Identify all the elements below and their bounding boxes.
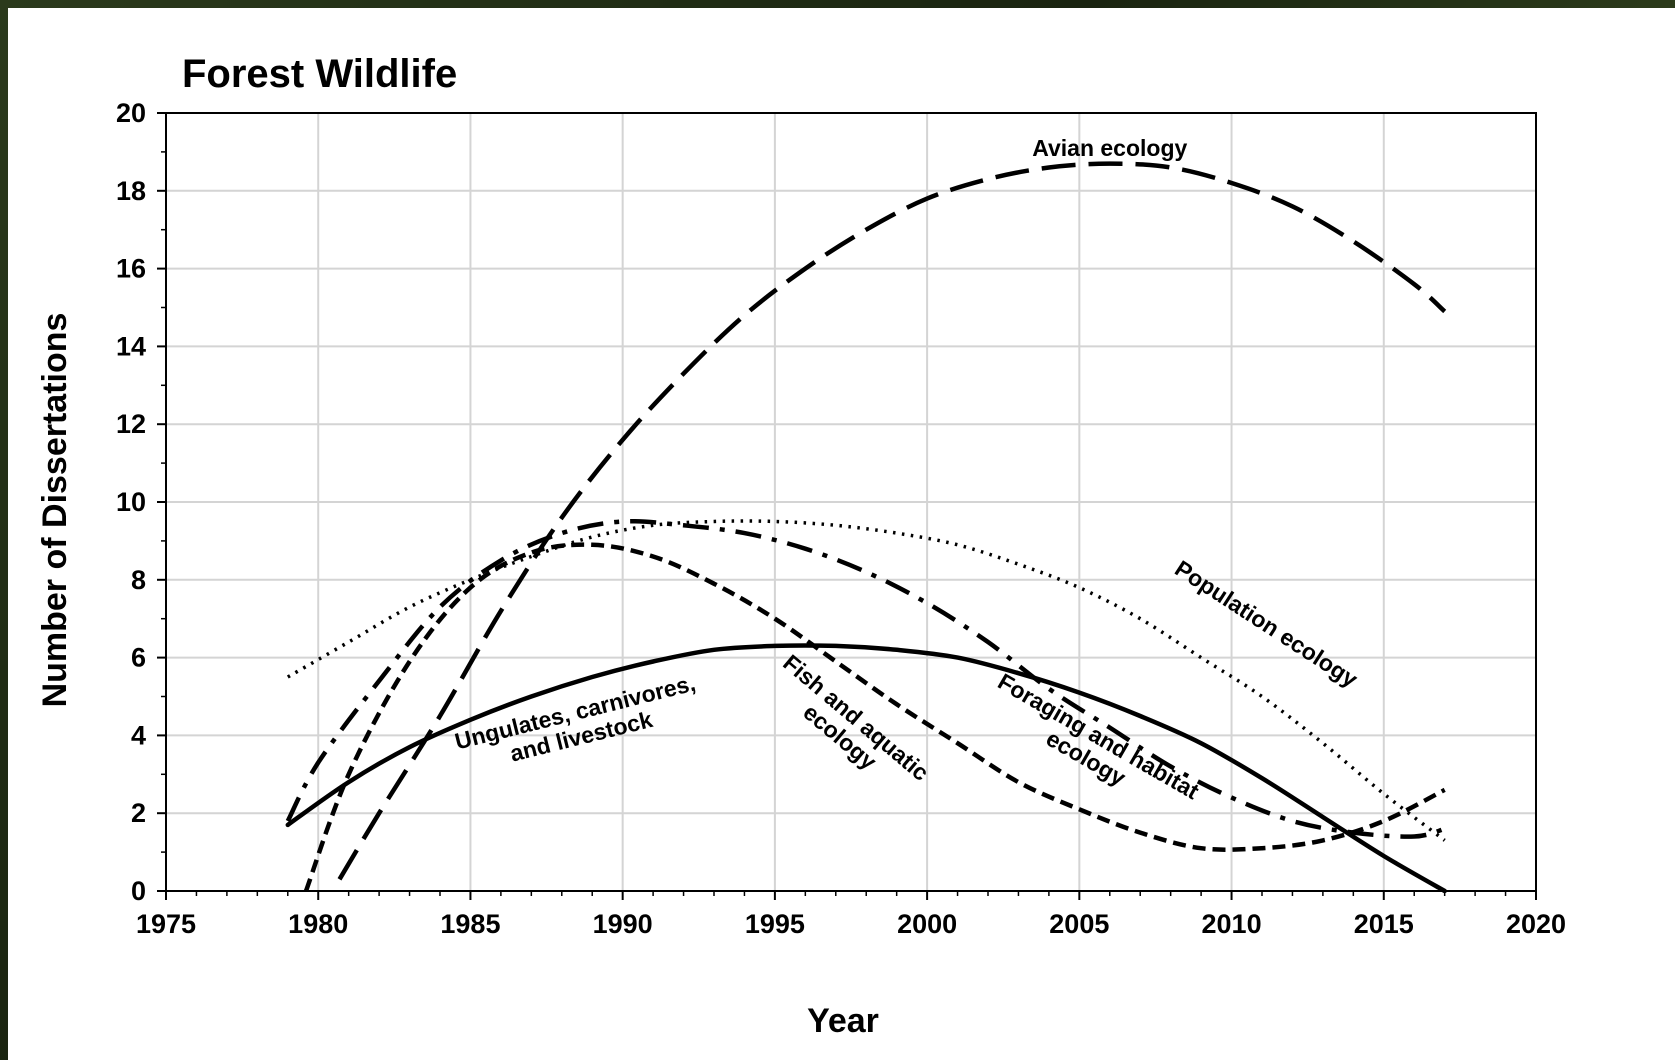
y-tick-label: 8: [131, 565, 146, 595]
y-tick-label: 20: [116, 98, 146, 128]
series-lines: [285, 161, 1447, 894]
x-tick-label: 1985: [440, 909, 500, 939]
series-annotation: Ungulates, carnivores,and livestock: [452, 670, 704, 779]
grid-lines: [166, 113, 1536, 891]
x-tick-label: 2015: [1354, 909, 1414, 939]
axis-ticks: 1975 1980 1985 1990 1995 2000 2005 2010 2015 2020…: [116, 98, 1566, 939]
y-tick-label: 12: [116, 409, 146, 439]
chart-title: Forest Wildlife: [182, 52, 457, 96]
x-axis-title: Year: [807, 1002, 879, 1040]
series-line-fish-and-aquatic-ecology: [303, 542, 1446, 892]
series-annotation: Population ecology: [1170, 555, 1362, 692]
x-tick-label: 2020: [1506, 909, 1566, 939]
y-tick-label: 16: [116, 254, 146, 284]
y-tick-label: 0: [131, 876, 146, 906]
annotation-line: Population ecology: [1170, 555, 1362, 692]
y-tick-label: 18: [116, 176, 146, 206]
annotation-line: Avian ecology: [1032, 135, 1187, 161]
series-line-avian-ecology: [337, 161, 1447, 881]
series-annotation: Foraging and habitatecology: [981, 668, 1204, 826]
y-tick-label: 14: [116, 331, 146, 361]
series-annotation: Avian ecology: [1032, 135, 1187, 161]
x-tick-label: 2005: [1049, 909, 1109, 939]
y-tick-label: 10: [116, 487, 146, 517]
x-tick-label: 1975: [136, 909, 196, 939]
x-tick-label: 1990: [593, 909, 653, 939]
y-tick-label: 6: [131, 643, 146, 673]
series-line-ungulates-carnivores-and-livestock: [285, 643, 1447, 894]
y-tick-label: 2: [131, 798, 146, 828]
y-axis-title: Number of Dissertations: [36, 313, 74, 708]
chart-panel: Forest Wildlife 1975 1980 1985 1990 1995 2000…: [8, 8, 1675, 1060]
x-tick-label: 1995: [745, 909, 805, 939]
series-line-foraging-and-habitat-ecology: [285, 518, 1446, 839]
y-tick-label: 4: [131, 720, 146, 750]
x-tick-label: 1980: [288, 909, 348, 939]
x-tick-label: 2010: [1202, 909, 1262, 939]
line-chart: Forest Wildlife 1975 1980 1985 1990 1995 2000…: [36, 52, 1566, 1040]
x-tick-label: 2000: [897, 909, 957, 939]
